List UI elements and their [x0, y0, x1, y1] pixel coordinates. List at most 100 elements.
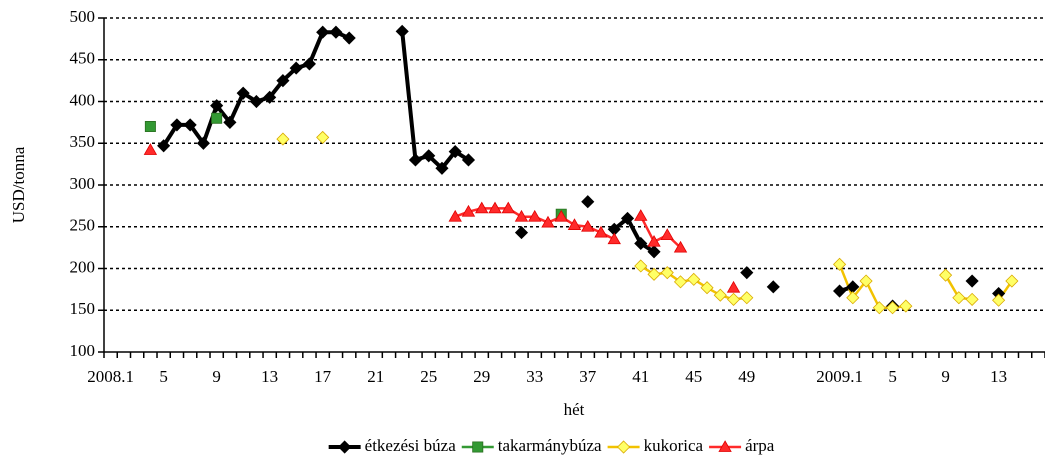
legend-label: kukorica [644, 436, 704, 455]
series-line [164, 31, 999, 293]
data-point [952, 291, 966, 305]
x-tick-label: 41 [632, 367, 649, 386]
y-tick-label: 100 [70, 341, 96, 360]
data-point [846, 291, 860, 305]
data-point [183, 118, 197, 132]
data-point [210, 99, 224, 113]
data-point [408, 153, 423, 167]
y-tick-label: 500 [70, 7, 96, 26]
x-axis-title: hét [564, 400, 585, 419]
data-point [1005, 274, 1019, 288]
y-tick-label: 400 [70, 90, 96, 109]
data-point [740, 266, 754, 280]
data-point [528, 209, 542, 222]
data-point [673, 240, 688, 253]
data-point [687, 272, 701, 286]
data-point [700, 281, 714, 295]
legend-marker [338, 440, 352, 454]
x-tick-label: 2009.1 [816, 367, 863, 386]
legend-marker [617, 440, 631, 454]
y-tick-label: 150 [70, 299, 96, 318]
data-point [223, 115, 237, 129]
data-point [501, 201, 515, 214]
y-tick-label: 200 [70, 257, 96, 276]
data-point [939, 268, 953, 282]
legend: étkezési búza takarmánybúza kukorica árpa [328, 436, 775, 455]
data-point [211, 112, 223, 124]
y-tick-label: 350 [70, 132, 96, 151]
data-point [965, 274, 979, 288]
data-point [144, 121, 156, 133]
data-point [581, 195, 595, 209]
data-point [766, 280, 780, 294]
data-point [673, 275, 688, 289]
data-point [713, 288, 727, 302]
data-point [448, 145, 462, 159]
data-point [435, 161, 449, 175]
x-tick-label: 2008.1 [87, 367, 134, 386]
data-point [859, 274, 873, 288]
data-point [726, 292, 741, 306]
data-point [422, 149, 436, 163]
data-point [289, 61, 303, 75]
data-point [886, 301, 900, 315]
data-point [594, 225, 608, 238]
data-point [726, 280, 741, 293]
x-tick-label: 25 [420, 367, 437, 386]
data-point [236, 86, 250, 100]
x-tick-label: 5 [888, 367, 897, 386]
x-tick-label: 17 [314, 367, 332, 386]
data-point [740, 291, 754, 305]
data-point [276, 74, 290, 88]
x-tick-label: 45 [685, 367, 702, 386]
x-tick-label: 9 [941, 367, 950, 386]
data-point [395, 24, 409, 38]
data-point [143, 143, 158, 155]
data-point [872, 301, 886, 315]
legend-label: árpa [745, 436, 775, 455]
y-tick-label: 450 [70, 49, 96, 68]
data-point [992, 293, 1006, 307]
data-point [316, 130, 330, 144]
data-point [276, 132, 290, 146]
data-point [461, 153, 476, 167]
data-point [488, 201, 502, 214]
data-point [475, 201, 489, 214]
data-point [541, 215, 555, 228]
data-point [607, 232, 621, 245]
x-tick-label: 13 [990, 367, 1007, 386]
data-point [170, 118, 184, 132]
data-point [634, 236, 648, 251]
data-point [461, 204, 476, 217]
data-point [263, 90, 277, 104]
data-point [647, 267, 661, 281]
data-point [620, 211, 635, 225]
data-point [581, 219, 595, 232]
y-tick-label: 250 [70, 216, 96, 235]
data-point [660, 266, 674, 280]
y-axis-title: USD/tonna [9, 146, 28, 223]
legend-label: takarmánybúza [498, 436, 602, 455]
y-tick-label: 300 [70, 174, 96, 193]
legend-label: étkezési búza [365, 436, 457, 455]
x-tick-label: 29 [473, 367, 490, 386]
data-point [514, 209, 529, 222]
data-point [647, 234, 661, 247]
x-tick-label: 37 [579, 367, 597, 386]
data-point [899, 299, 913, 313]
x-tick-label: 5 [159, 367, 168, 386]
data-point [316, 25, 330, 39]
data-point [554, 209, 568, 222]
data-point [196, 136, 210, 150]
data-point [833, 284, 847, 298]
x-tick-label: 9 [212, 367, 221, 386]
data-point [660, 228, 674, 240]
data-point [329, 25, 343, 39]
data-point [342, 31, 356, 45]
x-tick-label: 49 [738, 367, 755, 386]
data-point [249, 94, 263, 109]
data-point [514, 226, 529, 240]
data-point [302, 57, 316, 71]
